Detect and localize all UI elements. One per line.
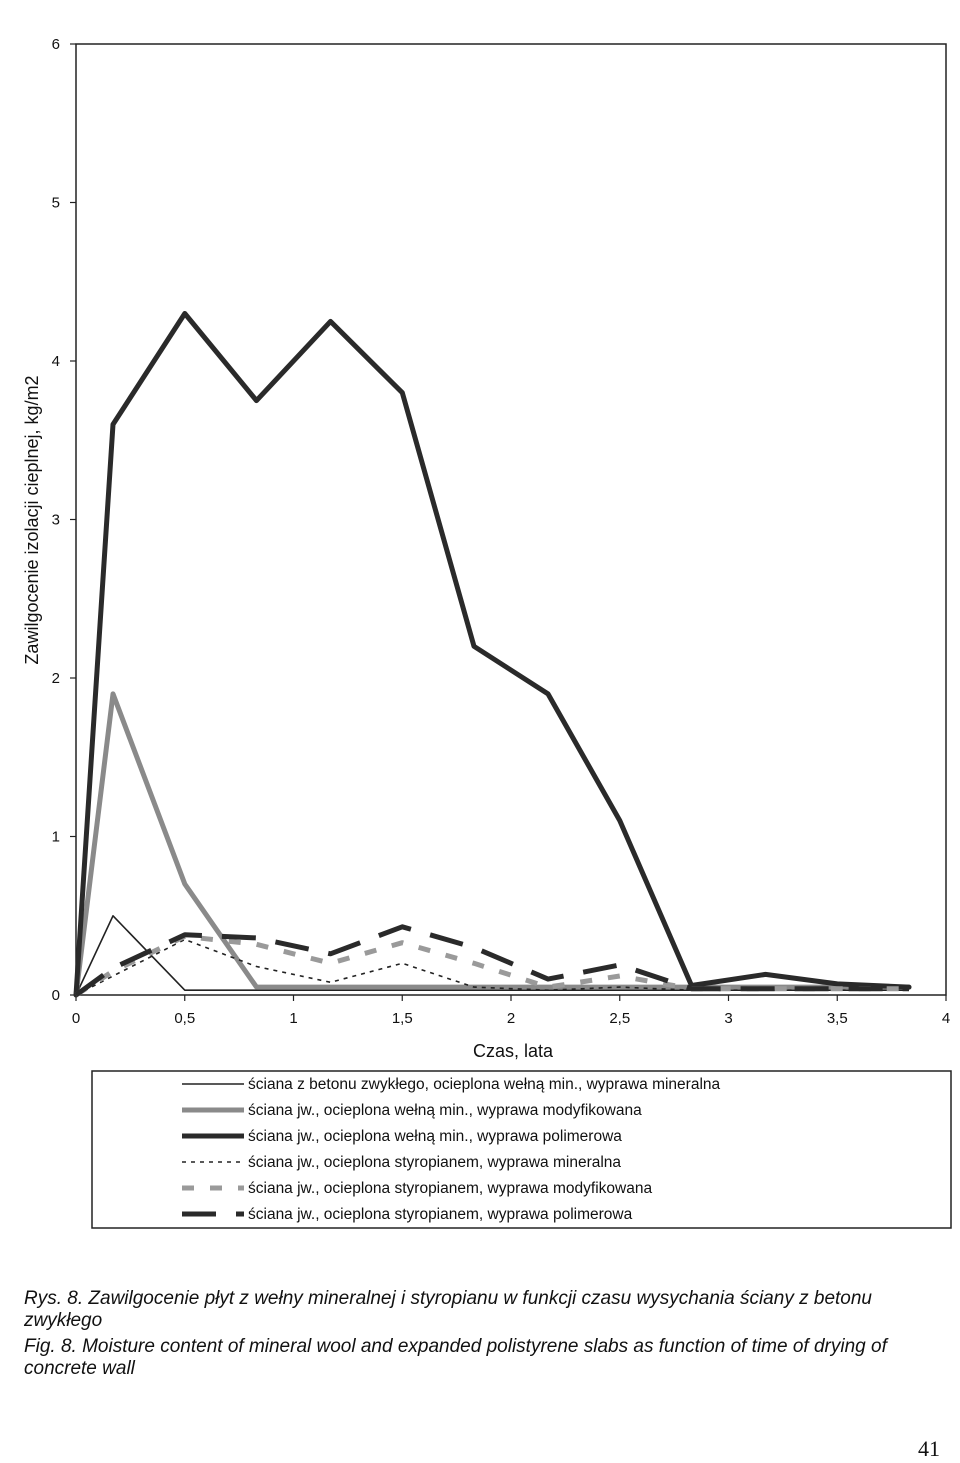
y-tick-label: 4: [52, 353, 60, 370]
series-line-4: [75, 938, 909, 996]
y-tick-label: 6: [52, 36, 60, 53]
x-tick-label: 1: [289, 1010, 297, 1027]
y-tick-label: 0: [52, 987, 60, 1004]
legend-label-1: ściana z betonu zwykłego, ocieplona wełn…: [248, 1076, 721, 1093]
x-axis: 0 0,5 1 1,5 2 2,5 3 3,5 4: [72, 995, 950, 1027]
series-line-3: [73, 311, 912, 998]
series-layer: [73, 311, 912, 998]
plot-area: [75, 43, 947, 996]
y-tick-label: 3: [52, 512, 60, 529]
legend-label-4: ściana jw., ocieplona styropianem, wypra…: [248, 1154, 621, 1171]
x-tick-label: 3: [724, 1010, 732, 1027]
y-axis: 0 1 2 3 4 5 6: [52, 36, 76, 1004]
figure-caption-polish: Rys. 8. Zawilgocenie płyt z wełny minera…: [24, 1288, 872, 1331]
x-tick-label: 0: [72, 1010, 80, 1027]
y-axis-title: Zawilgocenie izolacji cieplnej, kg/m2: [22, 375, 42, 664]
y-tick-label: 5: [52, 195, 60, 212]
moisture-chart: 0 1 2 3 4 5 6 0 0,5 1 1,5 2 2,5 3 3,5 4 Czas, lata Zaw…: [22, 36, 952, 1229]
x-axis-title: Czas, lata: [473, 1041, 554, 1061]
x-tick-label: 1,5: [392, 1010, 413, 1027]
page-number: 41: [918, 1436, 940, 1461]
x-tick-label: 3,5: [827, 1010, 848, 1027]
legend-label-2: ściana jw., ocieplona wełną min., wypraw…: [248, 1102, 642, 1119]
legend-box: [91, 1070, 952, 1229]
series-line-6: [74, 924, 909, 998]
legend-label-6: ściana jw., ocieplona styropianem, wypra…: [248, 1206, 633, 1223]
legend: ściana z betonu zwykłego, ocieplona wełn…: [182, 1076, 721, 1223]
y-tick-label: 1: [52, 829, 60, 846]
legend-label-5: ściana jw., ocieplona styropianem, wypra…: [248, 1180, 652, 1197]
x-tick-label: 2,5: [609, 1010, 630, 1027]
x-tick-label: 4: [942, 1010, 950, 1027]
figure-caption-english: Fig. 8. Moisture content of mineral wool…: [24, 1336, 887, 1379]
y-tick-label: 2: [52, 670, 60, 687]
x-tick-label: 2: [507, 1010, 515, 1027]
legend-label-3: ściana jw., ocieplona wełną min., wypraw…: [248, 1128, 622, 1145]
x-tick-label: 0,5: [174, 1010, 195, 1027]
